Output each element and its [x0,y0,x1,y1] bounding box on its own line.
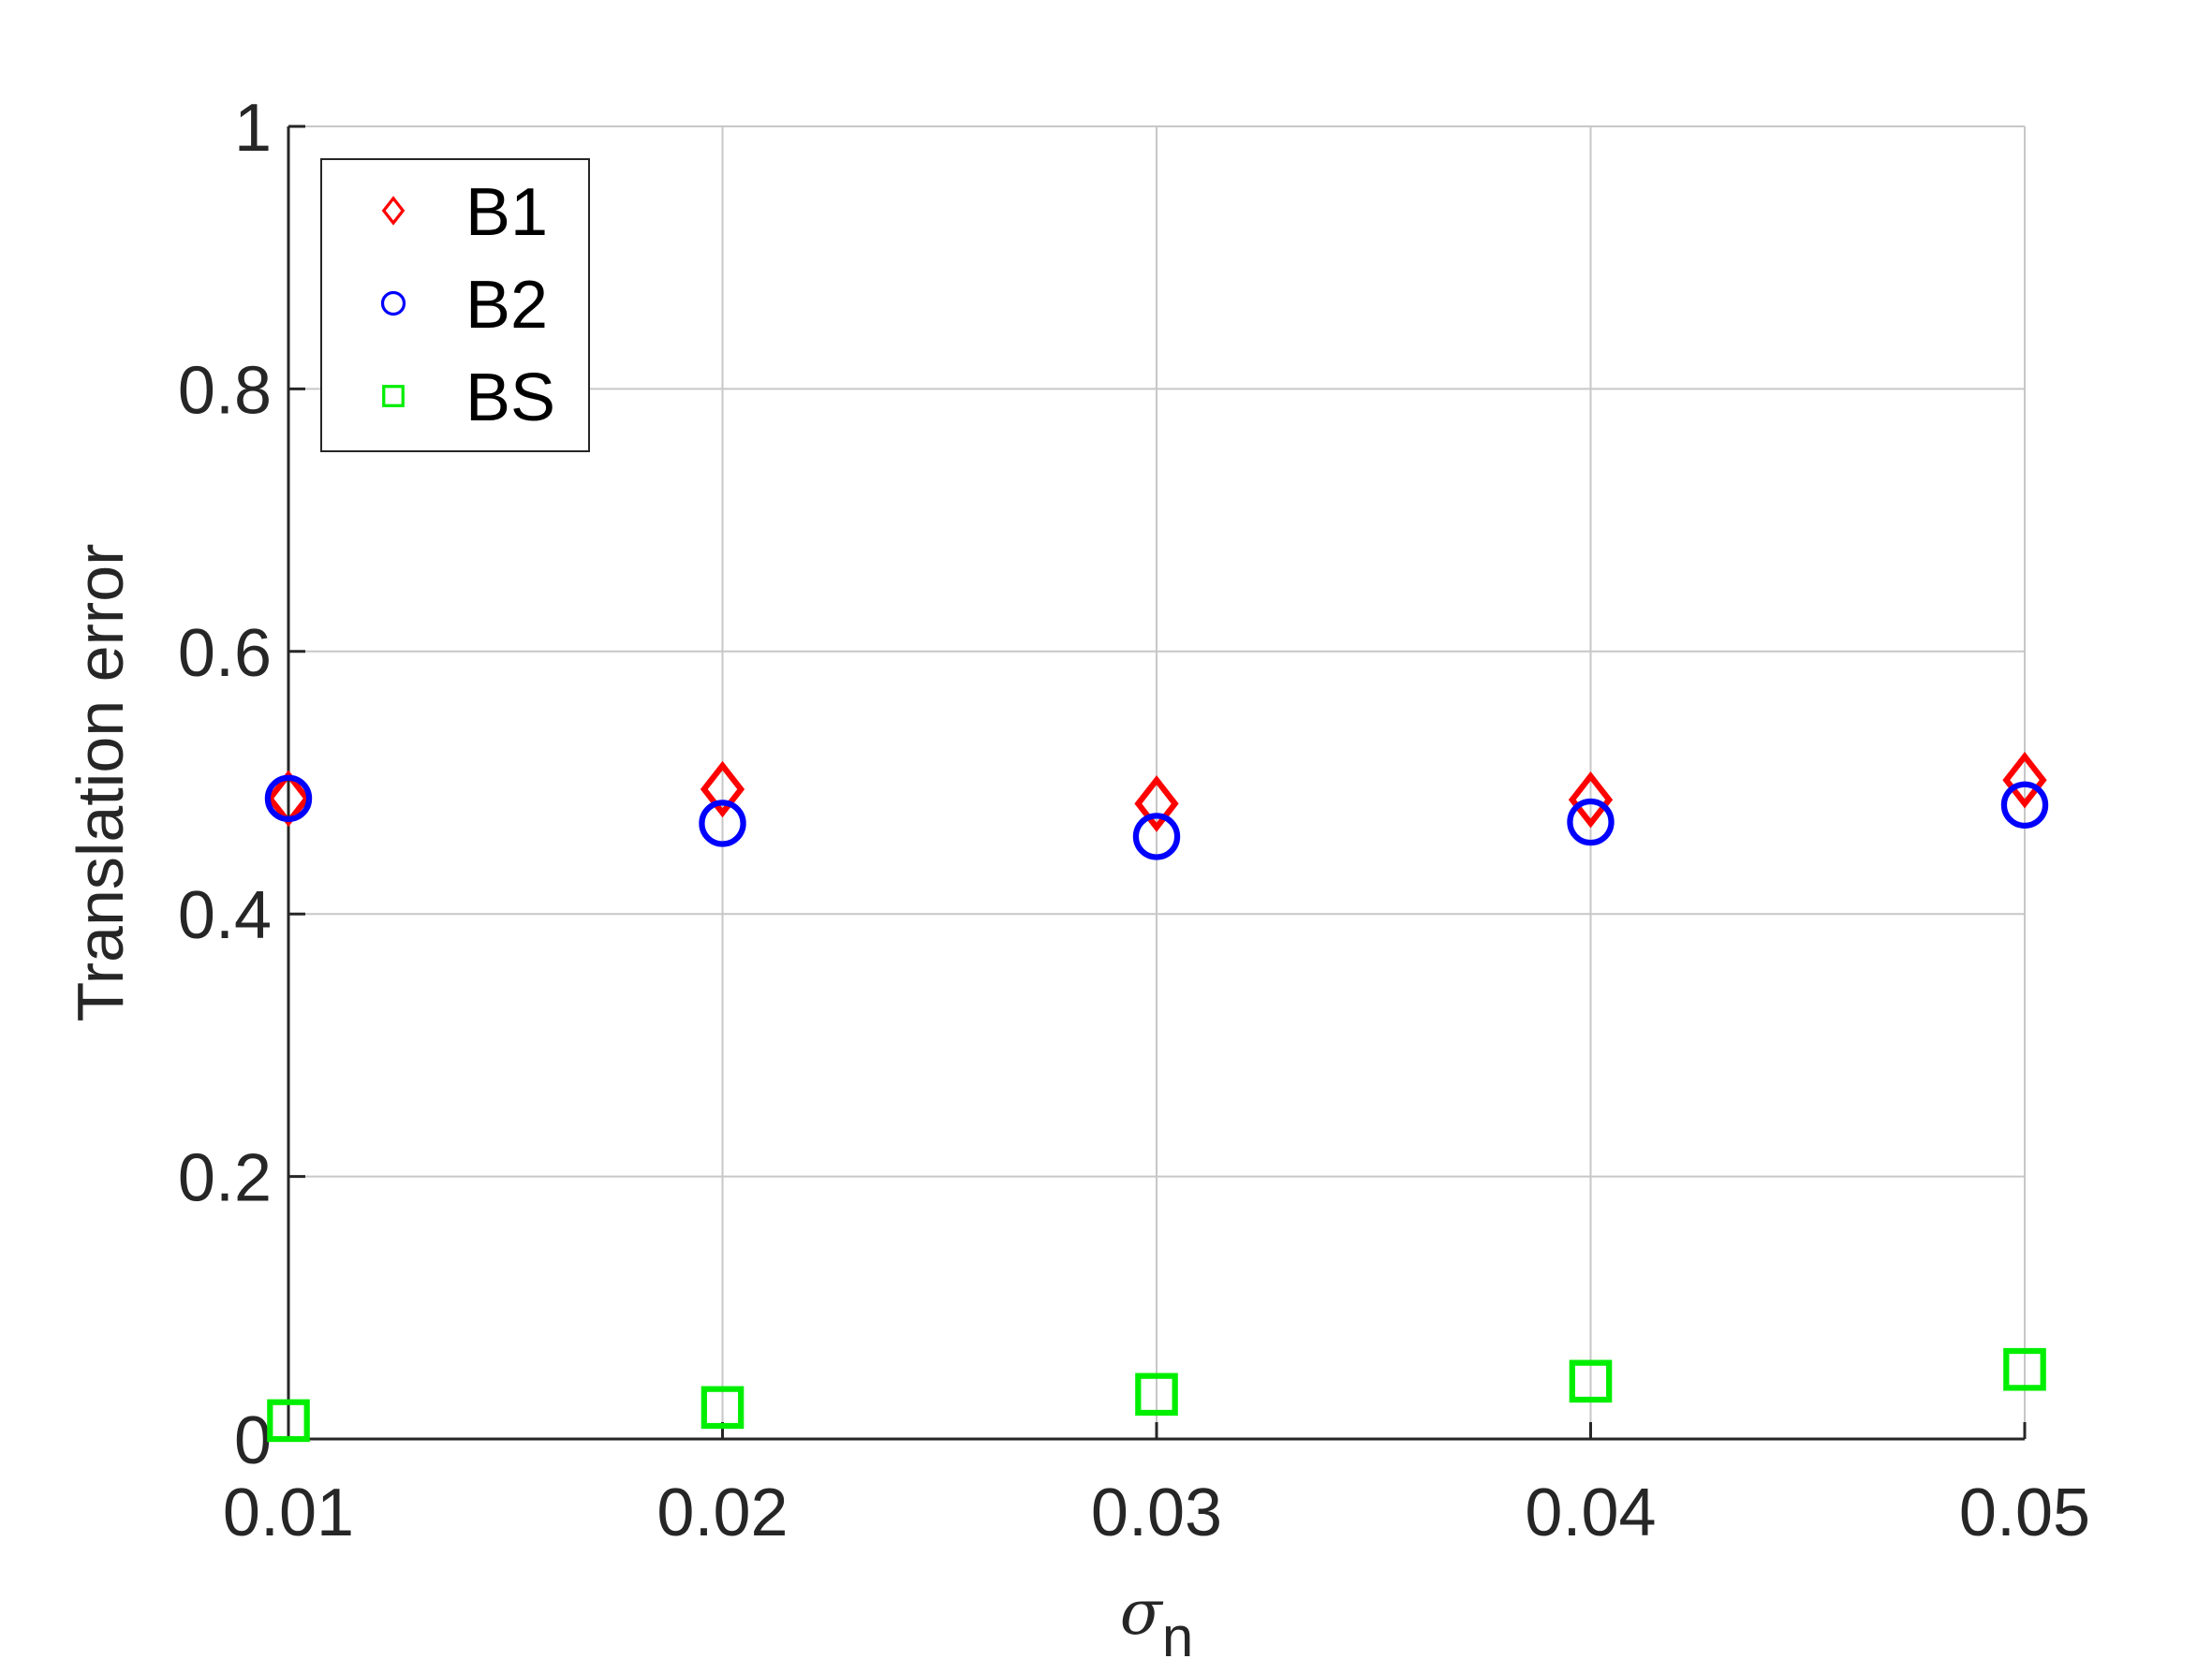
marker-b2 [1567,798,1615,846]
legend-marker-b1 [381,196,406,226]
legend-label-bs: BS [465,360,555,435]
y-tick-label: 0 [234,1403,272,1478]
x-tick-label: 0.02 [656,1475,788,1550]
legend-marker-b2 [380,290,406,316]
marker-b2 [1132,813,1181,860]
y-tick-label: 0.6 [178,616,272,691]
x-axis-title-symbol: σ [1120,1577,1164,1649]
x-tick-label: 0.03 [1091,1475,1222,1550]
marker-b1 [700,760,745,818]
marker-b2 [2000,781,2049,830]
y-tick-label: 1 [234,91,272,166]
y-tick-label: 0.8 [178,353,272,428]
marker-bs [1569,1359,1613,1403]
marker-bs [2003,1347,2046,1391]
marker-b1 [1568,771,1614,829]
marker-b1 [2002,751,2047,809]
marker-b1 [1134,775,1179,832]
y-axis-title: Translation error [64,544,137,1022]
legend-label-b1: B1 [465,175,548,250]
marker-bs [267,1399,310,1443]
legend: B1 B2 BS [320,158,590,452]
marker-bs [700,1386,745,1430]
marker-bs [1135,1373,1178,1417]
legend-label-b2: B2 [465,268,548,343]
marker-b2 [264,774,313,823]
legend-marker-bs [382,385,405,407]
y-tick-labels: 0 0.2 0.4 0.6 0.8 1 [178,91,272,1478]
marker-b2 [699,800,746,847]
y-tick-label: 0.4 [178,878,272,953]
x-tick-labels: 0.01 0.02 0.03 0.04 0.05 [223,1475,2090,1550]
marker-b1 [266,770,311,828]
axes [287,125,2027,1441]
x-axis-title: σn [1120,1577,1193,1659]
x-tick-label: 0.01 [223,1475,354,1550]
x-tick-label: 0.04 [1525,1475,1656,1550]
x-tick-label: 0.05 [1959,1475,2090,1550]
legend-box [320,158,590,452]
data-markers [264,751,2049,1443]
x-axis-title-subscript: n [1162,1606,1193,1659]
y-tick-label: 0.2 [178,1141,272,1216]
